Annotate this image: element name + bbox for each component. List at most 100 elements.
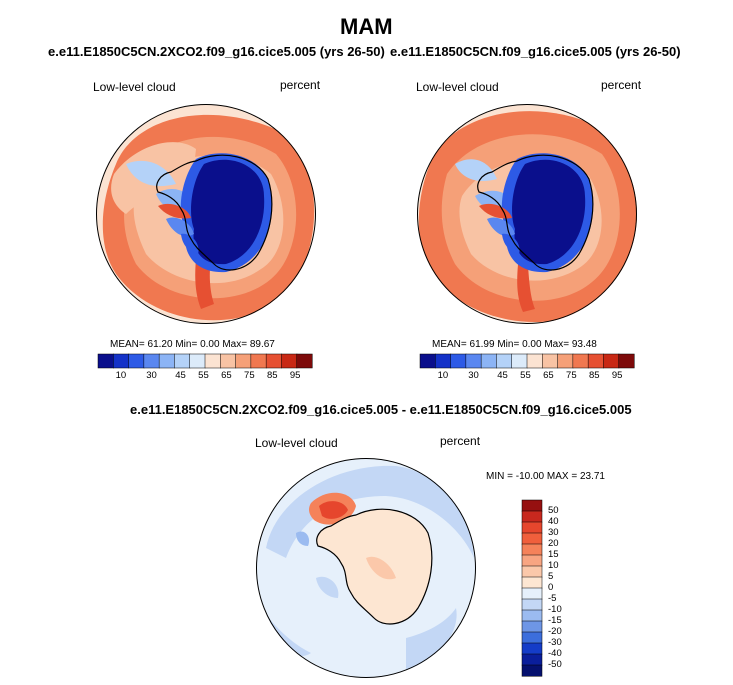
- difference-colorbar-swatch: [521, 565, 543, 578]
- panel-2-colorbar-swatch: [587, 353, 604, 369]
- difference-colorbar-tick-label: -5: [548, 593, 557, 604]
- panel-2-variable-label: Low-level cloud: [416, 80, 499, 94]
- panel-1-units-label: percent: [280, 78, 321, 92]
- panel-1-colorbar-swatch: [143, 353, 160, 369]
- panel-1-colorbar-swatch: [204, 353, 221, 369]
- panel-1-colorbar-swatch: [97, 353, 114, 369]
- panel-2-colorbar-swatch: [419, 353, 436, 369]
- panel-2-colorbar-swatch: [465, 353, 482, 369]
- panel-2-colorbar-swatch: [435, 353, 452, 369]
- difference-colorbar-swatch: [521, 631, 543, 644]
- panel-1-colorbar: [97, 353, 313, 369]
- panel-2-max-value: 93.48: [571, 339, 597, 350]
- panel-2-units-label: percent: [601, 78, 642, 92]
- difference-colorbar-tick-label: 10: [548, 560, 559, 571]
- panel-2-colorbar-swatch: [542, 353, 559, 369]
- panel-2-polar-map: [417, 104, 637, 324]
- difference-colorbar-swatch: [521, 609, 543, 622]
- panel-2-colorbar-swatch: [557, 353, 574, 369]
- panel-1-colorbar-tick-label: 85: [266, 370, 278, 381]
- difference-colorbar-tick-label: 30: [548, 527, 559, 538]
- panel-2-colorbar-swatch: [618, 353, 635, 369]
- difference-colorbar-swatch: [521, 653, 543, 666]
- difference-colorbar-swatch: [521, 664, 543, 677]
- difference-colorbar-swatch: [521, 620, 543, 633]
- difference-colorbar: [521, 499, 543, 677]
- panel-1-min-value: 0.00: [200, 339, 220, 350]
- difference-colorbar-swatch: [521, 554, 543, 567]
- panel-2-colorbar-tick-label: 95: [611, 370, 623, 381]
- panel-2-mean-label: MEAN=: [432, 339, 467, 350]
- panel-1-colorbar-ticks: 10 30 45 55 65 75 85 95: [98, 370, 312, 382]
- panel-1-colorbar-swatch: [113, 353, 130, 369]
- figure-title: MAM: [340, 14, 393, 39]
- panel-2-colorbar-swatch: [572, 353, 589, 369]
- panel-1-min-label: Min=: [175, 339, 198, 350]
- difference-colorbar-tick-label: 50: [548, 505, 559, 516]
- panel-2-colorbar-tick-label: 55: [520, 370, 531, 381]
- difference-colorbar-swatch: [521, 598, 543, 611]
- difference-colorbar-swatch: [521, 510, 543, 523]
- panel-1-colorbar-swatch: [265, 353, 282, 369]
- panel-1-colorbar-swatch: [128, 353, 145, 369]
- panel-2-colorbar-tick-label: 30: [468, 370, 479, 381]
- panel-1-colorbar-swatch: [158, 353, 175, 369]
- panel-1-colorbar-swatch: [174, 353, 191, 369]
- difference-min-value: -10.00: [515, 471, 545, 482]
- panel-1-colorbar-swatch: [296, 353, 313, 369]
- difference-colorbar-tick-label: 5: [548, 571, 554, 582]
- panel-1-colorbar-tick-label: 75: [244, 370, 255, 381]
- panel-2-min-value: 0.00: [522, 339, 542, 350]
- panel-1-colorbar-tick-label: 45: [175, 370, 186, 381]
- difference-colorbar-tick-label: -30: [548, 637, 562, 648]
- panel-2-colorbar-ticks: 10 30 45 55 65 75 85 95: [420, 370, 634, 382]
- difference-colorbar-tick-label: 20: [548, 538, 559, 549]
- difference-colorbar-tick-label: -50: [548, 659, 562, 670]
- panel-1-variable-label: Low-level cloud: [93, 80, 176, 94]
- panel-2-colorbar-tick-label: 45: [497, 370, 508, 381]
- panel-1-case-title: e.e11.E1850C5CN.2XCO2.f09_g16.cice5.005 …: [48, 44, 385, 59]
- panel-2-colorbar-tick-label: 75: [566, 370, 577, 381]
- difference-colorbar-swatch: [521, 521, 543, 534]
- difference-max-label: MAX =: [546, 471, 578, 482]
- panel-1-colorbar-swatch: [281, 353, 298, 369]
- panel-2-min-label: Min=: [497, 339, 520, 350]
- difference-colorbar-tick-label: -10: [548, 604, 562, 615]
- panel-2-colorbar: [419, 353, 635, 369]
- difference-max-value: 23.71: [579, 471, 605, 482]
- panel-2-colorbar-tick-label: 10: [437, 370, 449, 381]
- panel-1-max-label: Max=: [222, 339, 248, 350]
- panel-2-case-title: e.e11.E1850C5CN.f09_g16.cice5.005 (yrs 2…: [390, 44, 681, 59]
- panel-1-colorbar-tick-label: 30: [146, 370, 157, 381]
- difference-stats: MIN = -10.00 MAX = 23.71: [486, 471, 605, 482]
- panel-1-colorbar-tick-label: 65: [221, 370, 232, 381]
- panel-2-colorbar-swatch: [526, 353, 543, 369]
- difference-colorbar-swatch: [521, 587, 543, 600]
- difference-colorbar-tick-label: -20: [548, 626, 562, 637]
- panel-2-colorbar-swatch: [450, 353, 467, 369]
- difference-colorbar-swatch: [521, 576, 543, 589]
- difference-min-label: MIN =: [486, 471, 513, 482]
- panel-1-colorbar-swatch: [250, 353, 267, 369]
- difference-colorbar-swatch: [521, 499, 543, 512]
- difference-colorbar-tick-label: 15: [548, 549, 559, 560]
- panel-2-colorbar-swatch: [511, 353, 528, 369]
- panel-2-colorbar-swatch: [480, 353, 497, 369]
- difference-polar-map: [256, 458, 476, 678]
- difference-units-label: percent: [440, 434, 481, 448]
- panel-2-colorbar-swatch: [603, 353, 620, 369]
- panel-1-mean-label: MEAN=: [110, 339, 145, 350]
- panel-2-mean-value: 61.99: [469, 339, 495, 350]
- panel-1-colorbar-tick-label: 10: [115, 370, 127, 381]
- difference-variable-label: Low-level cloud: [255, 436, 338, 450]
- panel-1-colorbar-swatch: [189, 353, 206, 369]
- panel-2-colorbar-swatch: [496, 353, 513, 369]
- panel-1-colorbar-tick-label: 95: [289, 370, 301, 381]
- difference-colorbar-tick-label: 40: [548, 516, 559, 527]
- panel-1-colorbar-tick-label: 55: [198, 370, 209, 381]
- panel-1-colorbar-swatch: [235, 353, 252, 369]
- difference-colorbar-tick-label: -15: [548, 615, 562, 626]
- panel-2-colorbar-tick-label: 85: [588, 370, 600, 381]
- panel-2-stats: MEAN= 61.99 Min= 0.00 Max= 93.48: [432, 339, 597, 350]
- difference-colorbar-tick-label: 0: [548, 582, 554, 593]
